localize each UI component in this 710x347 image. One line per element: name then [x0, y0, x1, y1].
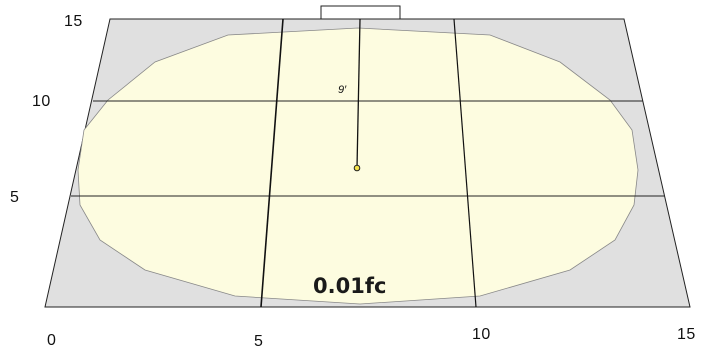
fixture-aim-point	[353, 164, 361, 172]
fixture-housing	[320, 5, 401, 20]
grid-line-x10	[453, 18, 477, 308]
left-tick-label-15: 15	[64, 13, 83, 30]
grid-line-x5	[260, 18, 284, 308]
bottom-tick-label-10: 10	[472, 326, 491, 343]
left-tick-label-5: 5	[10, 189, 19, 206]
mounting-height-label: 9′	[338, 84, 347, 96]
bottom-tick-label-15: 15	[677, 326, 696, 343]
bottom-tick-label-5: 5	[254, 333, 263, 347]
isoline-value-label: 0.01fc	[313, 274, 386, 298]
left-tick-label-10: 10	[32, 93, 51, 110]
mounting-height-line	[356, 18, 361, 169]
bottom-tick-label-0: 0	[47, 332, 56, 347]
